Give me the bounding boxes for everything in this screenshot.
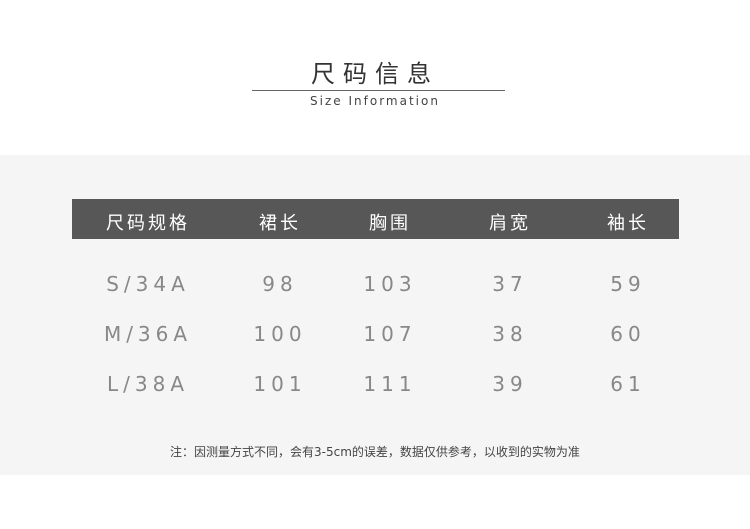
table-cell: M/36A xyxy=(103,322,193,346)
table-cell: 100 xyxy=(253,322,307,346)
table-cell: 60 xyxy=(610,322,646,346)
column-header: 裙长 xyxy=(259,213,301,234)
table-header: 尺码规格 裙长 胸围 肩宽 袖长 xyxy=(72,199,679,239)
subtitle: Size Information xyxy=(310,94,440,108)
table-cell: L/38A xyxy=(106,372,189,396)
table-cell: 39 xyxy=(492,372,528,396)
column-header: 胸围 xyxy=(369,213,411,234)
table-cell: 107 xyxy=(363,322,417,346)
column-header: 肩宽 xyxy=(489,213,531,234)
column-header: 袖长 xyxy=(607,213,649,234)
table-cell: 103 xyxy=(363,272,417,296)
table-cell: 111 xyxy=(363,372,417,396)
table-cell: S/34A xyxy=(106,272,190,296)
table-cell: 101 xyxy=(253,372,307,396)
table-cell: 98 xyxy=(262,272,298,296)
table-cell: 38 xyxy=(492,322,528,346)
note: 注：因测量方式不同，会有3-5cm的误差，数据仅供参考，以收到的实物为准 xyxy=(170,445,580,459)
table-cell: 61 xyxy=(610,372,646,396)
column-header: 尺码规格 xyxy=(106,213,190,234)
divider xyxy=(252,90,505,91)
table-cell: 59 xyxy=(610,272,646,296)
table-cell: 37 xyxy=(492,272,528,296)
title: 尺码信息 xyxy=(311,60,439,88)
